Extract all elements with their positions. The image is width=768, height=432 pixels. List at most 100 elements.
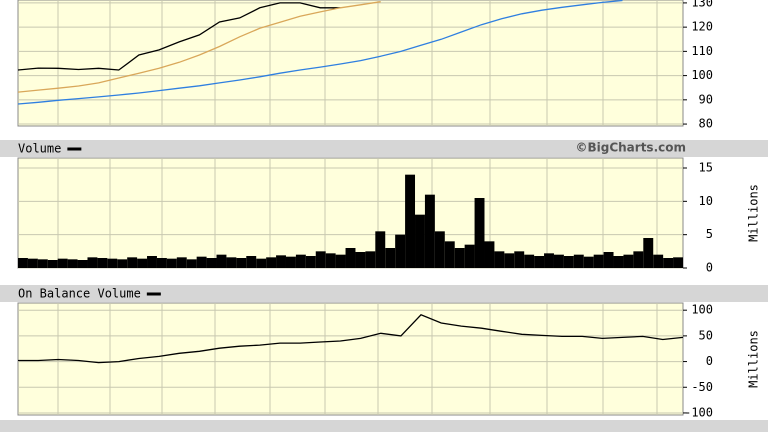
bar — [276, 255, 286, 268]
panel-header — [0, 285, 768, 302]
bar — [345, 248, 356, 268]
bar — [246, 256, 257, 268]
legend-label: Volume — [18, 142, 61, 156]
bar — [553, 254, 564, 268]
y-tick-label: 110 — [691, 44, 713, 58]
bar — [206, 258, 217, 268]
bar — [77, 260, 88, 268]
bar — [107, 258, 118, 268]
bar — [365, 251, 376, 268]
bar — [395, 234, 406, 268]
bar — [673, 257, 683, 268]
bar — [295, 254, 306, 268]
y-axis-label: Millions — [747, 184, 761, 242]
bar — [454, 248, 465, 268]
bar — [484, 241, 495, 268]
bar — [47, 260, 58, 268]
y-axis-label: Millions — [747, 330, 761, 388]
line — [18, 2, 341, 71]
y-tick-label: 130 — [691, 0, 713, 9]
y-tick-label: 80 — [699, 117, 713, 131]
bar — [37, 259, 48, 268]
y-tick-label: 90 — [699, 92, 713, 106]
bar — [474, 198, 485, 268]
bar — [186, 259, 197, 268]
bar — [117, 259, 128, 268]
y-tick-label: 0 — [706, 354, 713, 368]
bar — [18, 258, 28, 268]
y-tick-label: 50 — [699, 328, 713, 342]
line — [18, 1, 381, 93]
bar — [285, 256, 296, 268]
y-tick-label: -100 — [684, 405, 713, 419]
panel-header — [0, 140, 768, 157]
bar — [524, 254, 535, 268]
bar — [643, 238, 654, 268]
bar — [87, 257, 98, 268]
bar — [325, 253, 336, 268]
bar — [544, 253, 554, 268]
bar — [504, 253, 515, 268]
bar — [573, 254, 584, 268]
bar — [137, 258, 148, 268]
bar — [97, 258, 108, 268]
bar — [534, 256, 545, 268]
bar — [57, 258, 68, 268]
line — [18, 314, 683, 364]
bar — [405, 174, 416, 268]
bar — [583, 256, 594, 268]
series-group — [18, 0, 623, 105]
bar — [196, 256, 207, 268]
bar — [494, 251, 505, 268]
line — [18, 0, 623, 105]
bar — [216, 254, 227, 268]
bar — [434, 231, 445, 268]
plot-area — [17, 0, 684, 127]
bar — [375, 231, 386, 268]
bar — [315, 251, 326, 268]
bar — [444, 241, 455, 268]
bar — [415, 214, 425, 268]
y-tick-label: 10 — [699, 194, 713, 208]
y-tick-label: 100 — [691, 68, 713, 82]
bar — [514, 251, 525, 268]
y-tick-label: 100 — [691, 303, 713, 317]
bar — [156, 258, 167, 268]
bar — [176, 257, 187, 268]
bar — [166, 258, 177, 268]
bar — [385, 248, 396, 268]
bar — [67, 259, 78, 268]
y-tick-label: 5 — [706, 227, 713, 241]
bar — [663, 258, 674, 268]
bar — [335, 254, 346, 268]
bar — [236, 258, 247, 268]
y-tick-label: 120 — [691, 20, 713, 34]
y-tick-label: -50 — [691, 380, 713, 394]
bar — [623, 254, 634, 268]
plot-area — [17, 302, 684, 416]
bar — [226, 257, 237, 268]
bar — [653, 254, 664, 268]
legend-label: On Balance Volume — [18, 287, 141, 301]
bar — [266, 257, 277, 268]
bar — [464, 244, 475, 268]
annotation: ©BigCharts.com — [575, 141, 686, 155]
panel-footer — [0, 420, 768, 432]
series-group — [18, 314, 683, 364]
bar — [27, 258, 38, 268]
bar — [633, 251, 644, 268]
y-tick-label: 15 — [699, 161, 713, 175]
bar — [603, 252, 614, 268]
bar — [127, 257, 138, 268]
bar — [305, 256, 316, 268]
bar — [563, 256, 574, 268]
bar — [355, 252, 366, 268]
bar — [593, 254, 604, 268]
y-tick-label: 0 — [706, 261, 713, 275]
bar — [613, 256, 624, 268]
bar — [256, 258, 267, 268]
series-group — [18, 174, 683, 268]
bar — [424, 194, 435, 268]
bar — [147, 256, 157, 268]
